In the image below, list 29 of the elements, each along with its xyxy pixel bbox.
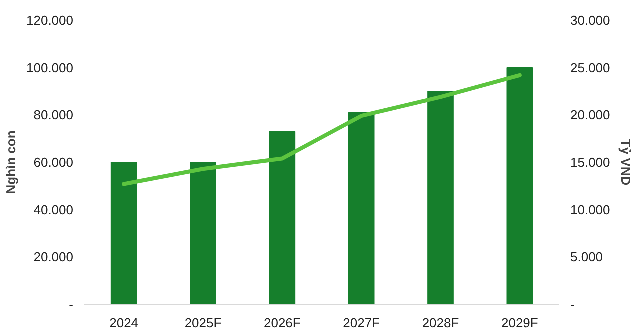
y2-tick-label: - xyxy=(570,297,575,312)
y-tick-label: 60.000 xyxy=(34,155,74,170)
y2-tick-label: 15.000 xyxy=(570,155,610,170)
y-tick-label: 100.000 xyxy=(26,60,74,76)
x-tick-label: 2026F xyxy=(264,316,301,330)
y-tick-label: 20.000 xyxy=(34,250,74,265)
y-tick-label: 80.000 xyxy=(34,108,74,123)
x-tick-label: 2027F xyxy=(343,316,380,330)
line-series xyxy=(122,73,522,186)
y-axis-title: Nghìn con xyxy=(4,130,19,194)
y-tick-label: 40.000 xyxy=(34,202,74,218)
bar xyxy=(348,112,375,304)
y2-tick-label: 5.000 xyxy=(570,250,604,265)
y2-tick-label: 20.000 xyxy=(570,108,610,123)
bar xyxy=(269,131,296,304)
y2-tick-label: 25.000 xyxy=(570,60,610,76)
y-tick-label: - xyxy=(69,297,74,312)
x-tick-label: 2028F xyxy=(422,316,460,330)
y-tick-label: 120.000 xyxy=(26,13,74,28)
y2-axis-title: Tỷ VND xyxy=(618,139,634,186)
bar xyxy=(110,162,138,304)
bar xyxy=(428,91,454,304)
y2-tick-label: 30.000 xyxy=(570,13,610,28)
x-tick-label: 2024 xyxy=(110,316,139,330)
x-tick-label: 2029F xyxy=(501,316,538,330)
x-tick-label: 2025F xyxy=(184,316,222,330)
bar xyxy=(506,67,534,304)
y2-tick-label: 10.000 xyxy=(570,202,610,218)
bar xyxy=(190,162,216,304)
